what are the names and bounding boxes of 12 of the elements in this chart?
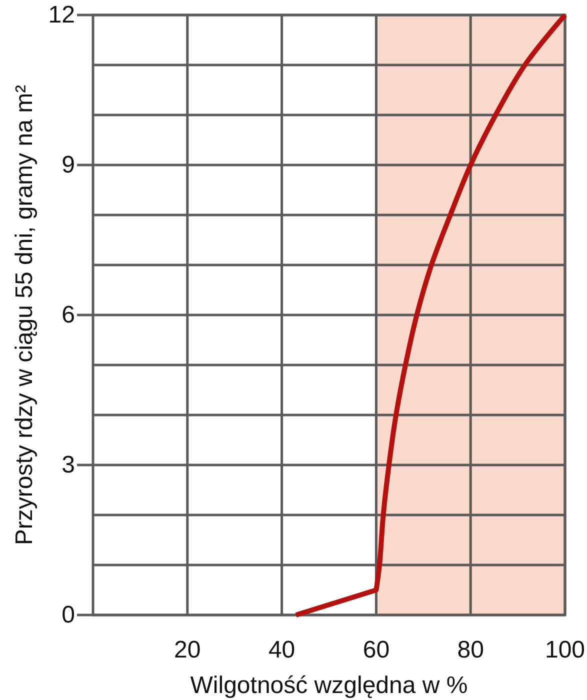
y-tick-label: 12 (48, 2, 75, 28)
y-tick-label: 6 (62, 302, 75, 328)
y-tick-label: 9 (62, 152, 75, 178)
y-tick-label: 0 (62, 602, 75, 628)
x-tick-label: 40 (268, 636, 296, 664)
x-tick-label: 80 (457, 636, 484, 664)
x-tick-label: 100 (544, 636, 586, 664)
y-axis-title: Przyrosty rdzy w ciągu 55 dni, gramy na m² (10, 84, 38, 546)
x-axis-title: Wilgotność względna w % (190, 672, 468, 698)
y-tick-label: 3 (62, 452, 75, 478)
x-tick-label: 20 (174, 636, 201, 664)
x-tick-label: 60 (362, 636, 390, 664)
